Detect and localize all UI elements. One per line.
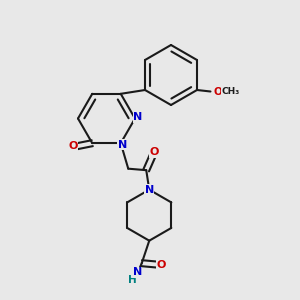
Text: O: O: [150, 147, 159, 157]
Text: H: H: [128, 275, 137, 285]
Text: N: N: [145, 185, 154, 195]
Text: O: O: [214, 86, 222, 97]
Text: O: O: [157, 260, 166, 270]
Text: N: N: [118, 140, 127, 150]
Text: CH₃: CH₃: [222, 87, 240, 96]
Text: O: O: [68, 141, 77, 151]
Text: N: N: [134, 112, 142, 122]
Text: N: N: [133, 267, 142, 277]
